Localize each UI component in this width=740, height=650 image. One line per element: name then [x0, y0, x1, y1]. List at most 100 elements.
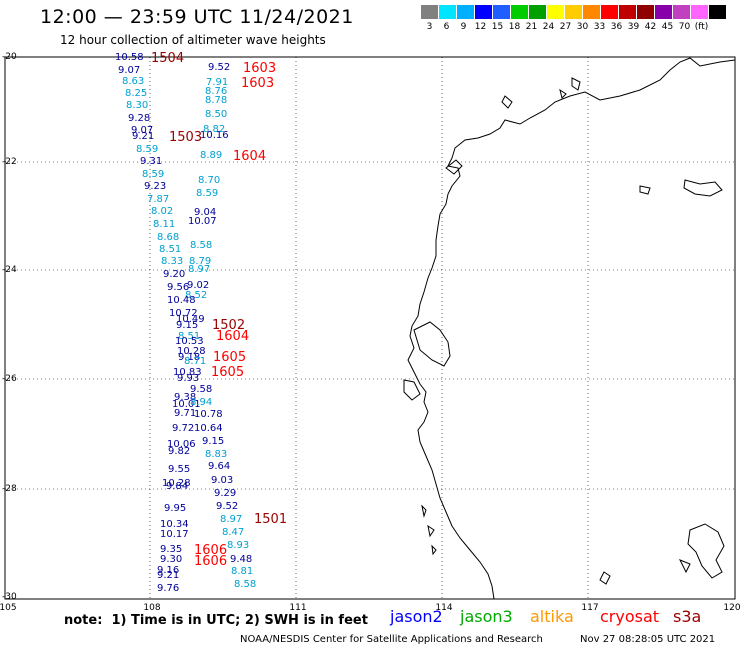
credit-timestamp: Nov 27 08:28:05 UTC 2021: [580, 634, 716, 645]
legend-swatch: [655, 5, 673, 19]
wave-height-value: 9.56: [167, 282, 190, 293]
legend-label: 12: [474, 22, 487, 32]
legend-label: 42: [644, 22, 657, 32]
legend-swatch: [601, 5, 619, 19]
legend-swatch: [511, 5, 529, 19]
legend-label: (ft): [694, 22, 709, 32]
legend-label: 18: [508, 22, 521, 32]
wave-height-value: 9.07: [118, 65, 141, 76]
legend-swatch: [619, 5, 637, 19]
legend-swatch: [583, 5, 601, 19]
wave-height-value: 8.59: [142, 169, 165, 180]
wave-height-value: 8.89: [200, 150, 223, 161]
wave-height-value: 8.79: [189, 256, 212, 267]
wave-height-value: 8.25: [125, 88, 148, 99]
wave-height-value: 10.83: [173, 367, 202, 378]
wave-height-value: 8.11: [153, 219, 176, 230]
y-tick: -30: [2, 592, 17, 602]
satellite-jason2: jason2: [390, 607, 443, 626]
wave-height-value: 10.28: [162, 478, 191, 489]
legend-swatch: [457, 5, 475, 19]
wave-height-value: 9.21: [132, 131, 155, 142]
legend-label: 27: [559, 22, 572, 32]
wave-height-value: 8.70: [198, 175, 221, 186]
wave-height-value: 10.01: [172, 399, 201, 410]
legend-swatch: [439, 5, 457, 19]
wave-height-value: 8.82: [203, 124, 226, 135]
legend-swatch: [493, 5, 511, 19]
wave-height-value: 9.95: [164, 503, 187, 514]
legend-label: 45: [661, 22, 674, 32]
pass-time-label: 1606: [194, 543, 228, 558]
wave-height-value: 9.31: [140, 156, 163, 167]
wave-height-value: 9.29: [214, 488, 237, 499]
wave-height-value: 9.03: [211, 475, 234, 486]
pass-time-label: 1604: [216, 329, 250, 344]
wave-height-value: 10.28: [177, 346, 206, 357]
legend-label: 39: [627, 22, 640, 32]
legend-swatch: [565, 5, 583, 19]
wave-height-value: 10.72: [169, 308, 198, 319]
wave-height-value: 8.76: [205, 86, 228, 97]
y-tick: -20: [2, 52, 17, 62]
legend-swatch: [475, 5, 493, 19]
legend-swatch: [547, 5, 565, 19]
wave-height-value: 8.47: [222, 527, 245, 538]
wave-height-value: 9.93: [177, 373, 200, 384]
wave-height-value: 8.02: [151, 206, 174, 217]
wave-height-value: 9.64: [208, 461, 231, 472]
wave-height-value: 8.59: [196, 188, 219, 199]
x-tick: 117: [581, 603, 599, 613]
wave-height-value: 8.83: [205, 449, 228, 460]
pass-time-label: 1605: [213, 350, 247, 365]
wave-height-value: 9.38: [174, 392, 197, 403]
wave-height-value: 10.48: [167, 295, 196, 306]
pass-time-label: 1501: [254, 512, 288, 527]
pass-time-label: 1605: [211, 365, 245, 380]
wave-height-value: 9.04: [194, 207, 217, 218]
wave-height-value: 8.50: [205, 109, 228, 120]
wave-height-value: 8.93: [227, 540, 250, 551]
gridlines: [5, 57, 735, 599]
x-tick: 108: [143, 603, 161, 613]
legend-swatch: [637, 5, 655, 19]
legend-label: 21: [525, 22, 538, 32]
wave-height-value: 9.52: [208, 62, 231, 73]
wave-height-value: 10.53: [175, 336, 204, 347]
legend-label: 33: [593, 22, 606, 32]
pass-time-label: 1504: [151, 51, 185, 66]
x-tick: 120: [723, 603, 740, 613]
credit-line: NOAA/NESDIS Center for Satellite Applica…: [240, 634, 543, 645]
wave-height-value: 8.63: [122, 76, 145, 87]
wave-height-value: 10.06: [167, 439, 196, 450]
wave-height-value: 9.30: [160, 554, 183, 565]
wave-height-value: 8.58: [234, 579, 257, 590]
wave-height-value: 8.97: [220, 514, 243, 525]
wave-height-value: 8.52: [185, 290, 208, 301]
wave-height-value: 8.51: [159, 244, 182, 255]
wave-height-value: 10.49: [176, 314, 205, 325]
y-tick: -24: [2, 265, 17, 275]
pass-time-label: 1606: [194, 554, 228, 569]
wave-height-value: 9.07: [131, 125, 154, 136]
wave-height-value: 10.34: [160, 519, 189, 530]
wave-height-value: 9.76: [157, 583, 180, 594]
legend-label: 70: [678, 22, 691, 32]
wave-height-value: 9.48: [230, 554, 253, 565]
header-title: 12:00 — 23:59 UTC 11/24/2021: [40, 6, 354, 28]
satellite-jason3: jason3: [460, 607, 513, 626]
wave-height-value: 10.64: [194, 423, 223, 434]
x-tick: 111: [289, 603, 307, 613]
pass-time-label: 1604: [233, 149, 267, 164]
wave-height-value: 9.18: [178, 352, 201, 363]
legend-label: 30: [576, 22, 589, 32]
wave-height-value: 9.20: [163, 269, 186, 280]
satellite-cryosat: cryosat: [600, 607, 660, 626]
wave-height-value: 9.58: [190, 384, 213, 395]
wave-height-value: 10.16: [200, 130, 229, 141]
pass-time-label: 1603: [241, 76, 275, 91]
wave-height-value: 8.58: [190, 240, 213, 251]
wave-height-value: 10.17: [160, 529, 189, 540]
wave-height-value: 8.71: [184, 356, 207, 367]
